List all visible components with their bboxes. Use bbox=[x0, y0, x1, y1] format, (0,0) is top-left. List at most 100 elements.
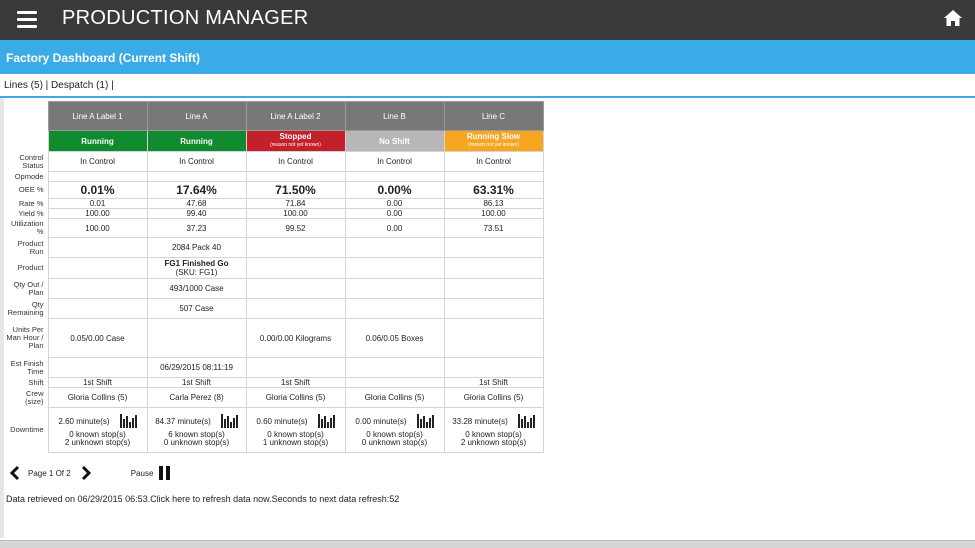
unknown-stops: 2 unknown stop(s) bbox=[64, 438, 131, 447]
app-title: PRODUCTION MANAGER bbox=[62, 7, 309, 29]
unknown-stops: 0 unknown stop(s) bbox=[163, 438, 230, 447]
qty-remaining-cell bbox=[443, 298, 544, 319]
rate-value: 47.68 bbox=[146, 198, 247, 209]
page-title: Factory Dashboard (Current Shift) bbox=[0, 40, 975, 74]
downtime-row: Downtime 2.60 minute(s) 0 known stop(s) 2… bbox=[6, 407, 544, 453]
menu-icon[interactable] bbox=[17, 11, 37, 28]
downtime-cell: 0.00 minute(s) 0 known stop(s) 0 unknown … bbox=[344, 407, 445, 453]
oee-value: 71.50% bbox=[245, 181, 346, 199]
row-label: Crew (size) bbox=[25, 388, 44, 406]
control-status-cell: In Control bbox=[47, 151, 148, 172]
row-label: Rate % bbox=[18, 198, 44, 208]
control-status-cell: In Control bbox=[344, 151, 445, 172]
shift-cell: 1st Shift bbox=[443, 377, 544, 388]
known-stops: 0 known stop(s) bbox=[69, 430, 126, 439]
row-label: Control Status bbox=[19, 152, 44, 170]
yield-value: 100.00 bbox=[443, 208, 544, 219]
downtime-minutes: 2.60 minute(s) bbox=[58, 416, 110, 426]
qty-out-cell bbox=[245, 278, 346, 299]
rate-value: 0.01 bbox=[47, 198, 148, 209]
row-label: Downtime bbox=[10, 425, 44, 434]
shift-cell: 1st Shift bbox=[47, 377, 148, 388]
oee-row: OEE % 0.01% 17.64% 71.50% 0.00% 63.31% bbox=[6, 181, 544, 199]
crew-cell: Gloria Collins (5) bbox=[245, 387, 346, 408]
product-row: Product FG1 Finished Go (SKU: FG1) bbox=[6, 257, 544, 279]
est-finish-cell bbox=[344, 357, 445, 378]
downtime-chart-icon[interactable] bbox=[119, 414, 137, 428]
status-badge: Stopped (reason not yet known) bbox=[245, 130, 346, 152]
chevron-left-icon[interactable] bbox=[8, 465, 22, 481]
row-label: Opmode bbox=[14, 171, 44, 181]
data-retrieved-text: Data retrieved on 06/29/2015 06:53. bbox=[6, 494, 151, 504]
status-row: Running Running Stopped (reason not yet k… bbox=[6, 130, 544, 152]
opmode-cell bbox=[443, 171, 544, 182]
shift-row: Shift 1st Shift 1st Shift 1st Shift 1st … bbox=[6, 377, 544, 388]
pause-icon bbox=[159, 466, 171, 480]
units-per-man-hour-cell bbox=[146, 318, 247, 358]
est-finish-cell bbox=[245, 357, 346, 378]
rate-value: 0.00 bbox=[344, 198, 445, 209]
refresh-link[interactable]: Click here to refresh data now. bbox=[150, 494, 272, 504]
utilization-value: 73.51 bbox=[443, 218, 544, 238]
top-app-bar: PRODUCTION MANAGER bbox=[0, 0, 975, 40]
yield-value: 99.40 bbox=[146, 208, 247, 219]
crew-cell: Carla Perez (8) bbox=[146, 387, 247, 408]
downtime-cell: 2.60 minute(s) 0 known stop(s) 2 unknown … bbox=[47, 407, 148, 453]
page-label: Page 1 Of 2 bbox=[28, 468, 71, 478]
row-label: Product Run bbox=[17, 238, 44, 256]
rate-row: Rate % 0.01 47.68 71.84 0.00 86.13 bbox=[6, 198, 544, 209]
home-icon[interactable] bbox=[943, 8, 963, 28]
rate-value: 71.84 bbox=[245, 198, 346, 209]
pause-label: Pause bbox=[130, 468, 154, 478]
opmode-cell bbox=[344, 171, 445, 182]
est-finish-row: Est Finish Time 06/29/2015 08:11:19 bbox=[6, 357, 544, 378]
utilization-value: 0.00 bbox=[344, 218, 445, 238]
control-status-row: Control Status In Control In Control In … bbox=[6, 151, 544, 172]
status-badge: Running bbox=[146, 130, 247, 152]
oee-value: 17.64% bbox=[146, 181, 247, 199]
unknown-stops: 0 unknown stop(s) bbox=[361, 438, 428, 447]
line-header[interactable]: Line A Label 1 bbox=[47, 101, 148, 131]
downtime-chart-icon[interactable] bbox=[416, 414, 434, 428]
product-cell bbox=[245, 257, 346, 279]
known-stops: 0 known stop(s) bbox=[267, 430, 324, 439]
line-header[interactable]: Line C bbox=[443, 101, 544, 131]
crew-cell: Gloria Collins (5) bbox=[47, 387, 148, 408]
chevron-right-icon[interactable] bbox=[79, 465, 93, 481]
downtime-chart-icon[interactable] bbox=[317, 414, 335, 428]
control-status-cell: In Control bbox=[245, 151, 346, 172]
corner-cell bbox=[6, 102, 48, 131]
qty-out-cell bbox=[47, 278, 148, 299]
downtime-chart-icon[interactable] bbox=[220, 414, 238, 428]
divider bbox=[0, 96, 975, 98]
product-run-cell bbox=[344, 237, 445, 258]
downtime-chart-icon[interactable] bbox=[517, 414, 535, 428]
line-header[interactable]: Line A Label 2 bbox=[245, 101, 346, 131]
crew-row: Crew (size) Gloria Collins (5) Carla Per… bbox=[6, 387, 544, 408]
tabs-links[interactable]: Lines (5) | Despatch (1) | bbox=[4, 80, 114, 91]
product-run-row: Product Run 2084 Pack 40 bbox=[6, 237, 544, 258]
product-run-cell bbox=[245, 237, 346, 258]
downtime-minutes: 0.60 minute(s) bbox=[256, 416, 308, 426]
line-header[interactable]: Line B bbox=[344, 101, 445, 131]
opmode-cell bbox=[146, 171, 247, 182]
status-badge: Running Slow (reason not yet known) bbox=[443, 130, 544, 152]
shift-cell: 1st Shift bbox=[146, 377, 247, 388]
next-refresh-countdown: Seconds to next data refresh:52 bbox=[271, 494, 400, 504]
known-stops: 6 known stop(s) bbox=[168, 430, 225, 439]
crew-cell: Gloria Collins (5) bbox=[443, 387, 544, 408]
downtime-cell: 33.28 minute(s) 0 known stop(s) 2 unknown… bbox=[443, 407, 544, 453]
refresh-status: Data retrieved on 06/29/2015 06:53.Click… bbox=[6, 494, 399, 504]
qty-remaining-cell: 507 Case bbox=[146, 298, 247, 319]
known-stops: 0 known stop(s) bbox=[366, 430, 423, 439]
crew-cell: Gloria Collins (5) bbox=[344, 387, 445, 408]
unknown-stops: 1 unknown stop(s) bbox=[262, 438, 329, 447]
units-per-man-hour-cell: 0.06/0.05 Boxes bbox=[344, 318, 445, 358]
units-per-man-hour-cell: 0.00/0.00 Kilograms bbox=[245, 318, 346, 358]
units-per-man-hour-cell: 0.05/0.00 Case bbox=[47, 318, 148, 358]
left-frame bbox=[0, 98, 4, 538]
product-cell: FG1 Finished Go (SKU: FG1) bbox=[146, 257, 247, 279]
line-header[interactable]: Line A bbox=[146, 101, 247, 131]
pause-button[interactable]: Pause bbox=[131, 466, 171, 480]
yield-value: 0.00 bbox=[344, 208, 445, 219]
